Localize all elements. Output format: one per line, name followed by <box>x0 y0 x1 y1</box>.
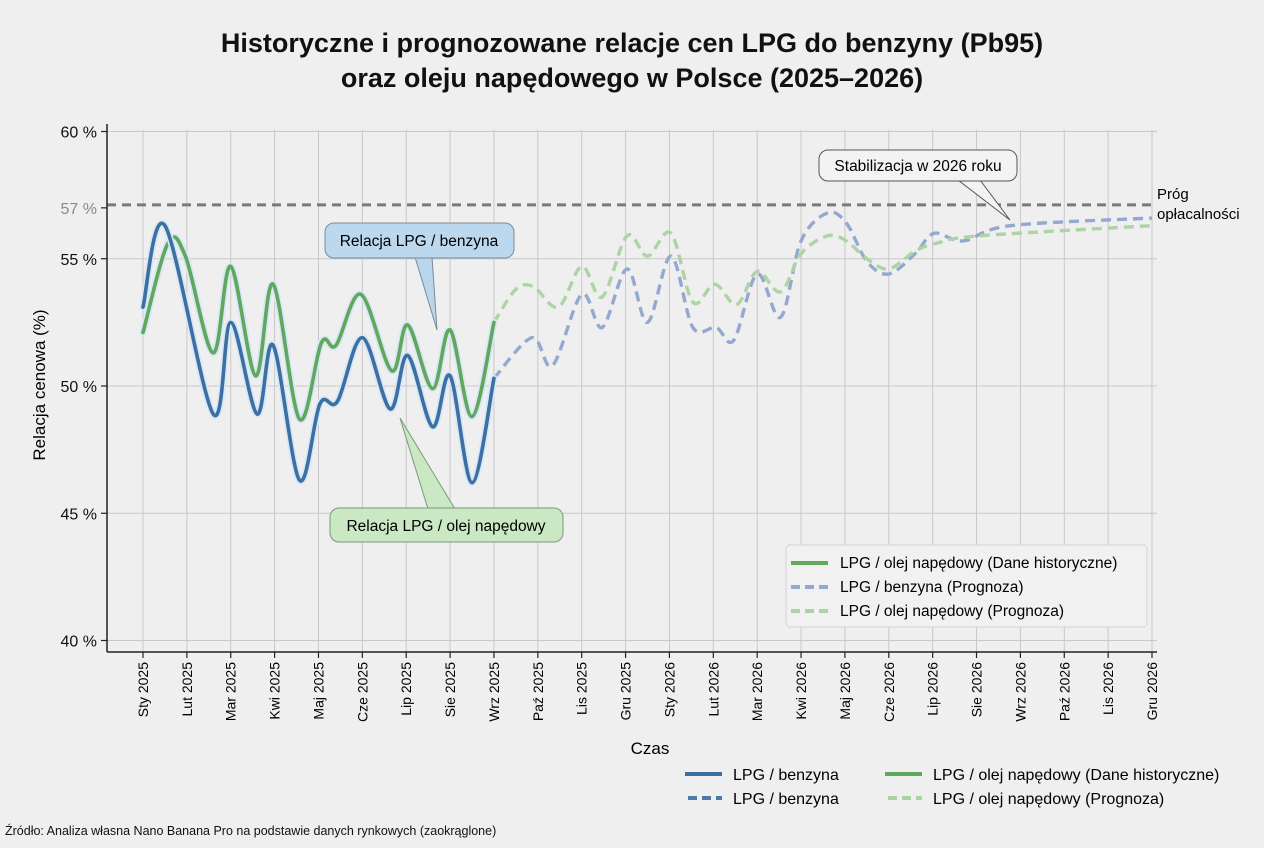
x-tick-label: Gru 2026 <box>1144 662 1160 721</box>
legend-inner-label: LPG / benzyna (Prognoza) <box>840 579 1024 596</box>
x-tick-label: Paź 2026 <box>1056 662 1072 721</box>
title-line-1: Historyczne i prognozowane relacje cen L… <box>220 28 1044 58</box>
x-tick-label: Lip 2025 <box>398 662 414 716</box>
x-tick-label: Sie 2026 <box>969 662 985 717</box>
y-tick-label: 40 % <box>61 634 97 651</box>
series-2-line <box>492 210 1153 380</box>
legend-bottom: LPG / benzyna LPG / benzyna LPG / olej n… <box>685 767 1219 808</box>
axes: Sty 2025 Lut 2025 Mar 2025 Kwi 2025 Maj 2025… <box>61 124 1160 722</box>
y-tick-label: 57 % <box>61 201 97 218</box>
legend-inner-label: LPG / olej napędowy (Dane historyczne) <box>840 555 1117 572</box>
series-0-line <box>141 221 496 485</box>
annotation-olej-text: Relacja LPG / olej napędowy <box>346 518 545 535</box>
x-tick-label: Lis 2026 <box>1100 662 1116 715</box>
series-3-line <box>492 223 1153 324</box>
x-tick-label: Lis 2025 <box>574 662 590 715</box>
x-tick-label: Maj 2025 <box>310 662 326 720</box>
y-tick-label: 50 % <box>61 379 97 396</box>
annotation-benzyna: Relacja LPG / benzyna <box>324 222 515 331</box>
legend-inner: LPG / olej napędowy (Dane historyczne) L… <box>785 544 1148 628</box>
y-tick-label: 55 % <box>61 252 97 269</box>
legend-bottom-label: LPG / olej napędowy (Dane historyczne) <box>933 767 1219 784</box>
x-tick-label: Mar 2026 <box>749 662 765 721</box>
y-tick-label: 60 % <box>61 125 97 142</box>
threshold-label-1: Próg <box>1157 186 1189 203</box>
legend-bottom-label: LPG / benzyna <box>733 767 839 784</box>
legend-inner-label: LPG / olej napędowy (Prognoza) <box>840 603 1064 620</box>
legend-bottom-label: LPG / olej napędowy (Prognoza) <box>933 791 1164 808</box>
annotation-benzyna-text: Relacja LPG / benzyna <box>340 233 499 250</box>
x-tick-label: Sty 2025 <box>135 662 151 717</box>
x-tick-label: Maj 2026 <box>837 662 853 720</box>
series-1-line <box>141 235 496 422</box>
series-layer <box>139 210 1153 487</box>
x-tick-label: Cze 2025 <box>354 662 370 722</box>
annotation-stabilizacja-text: Stabilizacja w 2026 roku <box>834 158 1001 175</box>
x-tick-label: Lut 2026 <box>705 662 721 717</box>
x-tick-label: Cze 2026 <box>881 662 897 722</box>
x-tick-label: Mar 2025 <box>223 662 239 721</box>
x-tick-label: Lip 2026 <box>925 662 941 716</box>
x-tick-label: Paź 2025 <box>530 662 546 721</box>
x-tick-label: Wrz 2025 <box>486 662 502 722</box>
source-note: Źródło: Analiza własna Nano Banana Pro n… <box>5 824 497 838</box>
annotation-olej: Relacja LPG / olej napędowy <box>329 417 564 543</box>
x-tick-label: Kwi 2026 <box>793 662 809 720</box>
y-axis-label: Relacja cenowa (%) <box>30 309 49 460</box>
x-axis-label: Czas <box>631 739 670 758</box>
annotation-stabilizacja: Stabilizacja w 2026 roku <box>818 149 1018 221</box>
chart-title: Historyczne i prognozowane relacje cen L… <box>0 26 1264 96</box>
threshold-label-2: opłacalności <box>1157 206 1240 223</box>
legend-bottom-label: LPG / benzyna <box>733 791 839 808</box>
x-tick-label: Kwi 2025 <box>267 662 283 720</box>
x-tick-label: Gru 2025 <box>618 662 634 721</box>
x-tick-label: Sie 2025 <box>442 662 458 717</box>
x-tick-label: Sty 2026 <box>661 662 677 717</box>
x-tick-label: Wrz 2026 <box>1012 662 1028 722</box>
y-tick-label: 45 % <box>61 506 97 523</box>
x-tick-label: Lut 2025 <box>179 662 195 717</box>
title-line-2: oraz oleju napędowego w Polsce (2025–202… <box>340 63 924 93</box>
